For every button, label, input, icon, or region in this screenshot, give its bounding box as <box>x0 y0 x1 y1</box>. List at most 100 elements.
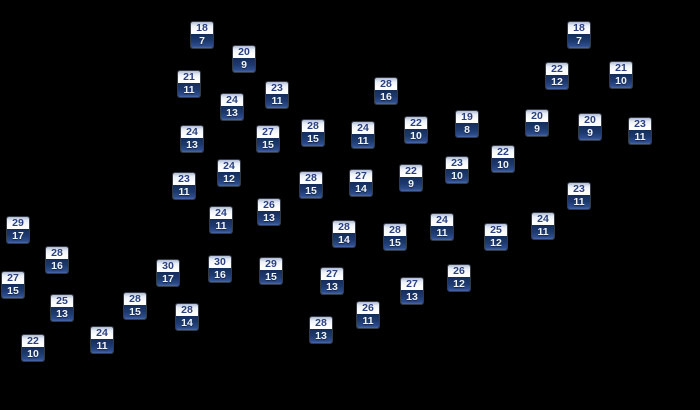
temp-badge[interactable]: 20 9 <box>233 46 255 72</box>
temp-badge[interactable]: 24 11 <box>532 213 554 239</box>
temp-badge[interactable]: 19 8 <box>456 111 478 137</box>
low-temp-value: 11 <box>210 219 232 233</box>
low-temp-value: 13 <box>181 138 203 152</box>
low-temp-value: 13 <box>258 211 280 225</box>
temp-badge[interactable]: 27 14 <box>350 170 372 196</box>
low-temp-value: 16 <box>375 90 397 104</box>
temp-badge[interactable]: 26 13 <box>258 199 280 225</box>
temp-badge[interactable]: 28 15 <box>384 224 406 250</box>
high-temp-value: 25 <box>51 295 73 307</box>
high-temp-value: 29 <box>7 217 29 229</box>
low-temp-value: 11 <box>266 94 288 108</box>
high-temp-value: 23 <box>266 82 288 94</box>
high-temp-value: 28 <box>124 293 146 305</box>
low-temp-value: 13 <box>51 307 73 321</box>
temp-badge[interactable]: 23 10 <box>446 157 468 183</box>
temp-badge[interactable]: 28 14 <box>176 304 198 330</box>
temp-badge[interactable]: 30 17 <box>157 260 179 286</box>
temp-badge[interactable]: 23 11 <box>173 173 195 199</box>
temp-badge[interactable]: 20 9 <box>579 114 601 140</box>
low-temp-value: 9 <box>526 122 548 136</box>
temp-badge[interactable]: 21 11 <box>178 71 200 97</box>
low-temp-value: 16 <box>209 268 231 282</box>
temp-badge[interactable]: 29 17 <box>7 217 29 243</box>
temp-badge[interactable]: 20 9 <box>526 110 548 136</box>
high-temp-value: 26 <box>357 302 379 314</box>
temp-badge[interactable]: 22 9 <box>400 165 422 191</box>
high-temp-value: 30 <box>157 260 179 272</box>
high-temp-value: 22 <box>492 146 514 158</box>
temp-badge[interactable]: 24 11 <box>352 122 374 148</box>
low-temp-value: 11 <box>568 195 590 209</box>
temp-badge[interactable]: 23 11 <box>568 183 590 209</box>
high-temp-value: 22 <box>22 335 44 347</box>
temp-badge[interactable]: 28 15 <box>302 120 324 146</box>
temp-badge[interactable]: 23 11 <box>266 82 288 108</box>
high-temp-value: 28 <box>46 247 68 259</box>
temp-badge[interactable]: 18 7 <box>191 22 213 48</box>
high-temp-value: 20 <box>233 46 255 58</box>
temp-badge[interactable]: 22 10 <box>405 117 427 143</box>
temp-badge[interactable]: 28 15 <box>300 172 322 198</box>
temp-badge[interactable]: 24 12 <box>218 160 240 186</box>
low-temp-value: 10 <box>446 169 468 183</box>
low-temp-value: 12 <box>485 236 507 250</box>
temp-badge[interactable]: 21 10 <box>610 62 632 88</box>
temp-badge[interactable]: 24 13 <box>221 94 243 120</box>
low-temp-value: 11 <box>173 185 195 199</box>
temp-badge[interactable]: 22 10 <box>22 335 44 361</box>
temp-badge[interactable]: 24 11 <box>431 214 453 240</box>
high-temp-value: 27 <box>257 126 279 138</box>
temp-badge[interactable]: 28 16 <box>46 247 68 273</box>
high-temp-value: 23 <box>446 157 468 169</box>
temp-badge[interactable]: 28 15 <box>124 293 146 319</box>
high-temp-value: 26 <box>258 199 280 211</box>
temp-badge[interactable]: 28 14 <box>333 221 355 247</box>
high-temp-value: 24 <box>210 207 232 219</box>
low-temp-value: 11 <box>91 339 113 353</box>
high-temp-value: 28 <box>300 172 322 184</box>
temp-badge[interactable]: 25 12 <box>485 224 507 250</box>
temp-badge[interactable]: 27 15 <box>2 272 24 298</box>
temp-badge[interactable]: 23 11 <box>629 118 651 144</box>
low-temp-value: 11 <box>352 134 374 148</box>
low-temp-value: 17 <box>157 272 179 286</box>
high-temp-value: 24 <box>532 213 554 225</box>
high-temp-value: 18 <box>191 22 213 34</box>
low-temp-value: 14 <box>350 182 372 196</box>
temp-badge[interactable]: 27 13 <box>321 268 343 294</box>
temp-badge[interactable]: 26 11 <box>357 302 379 328</box>
low-temp-value: 12 <box>218 172 240 186</box>
temp-badge[interactable]: 25 13 <box>51 295 73 321</box>
high-temp-value: 28 <box>333 221 355 233</box>
low-temp-value: 11 <box>629 130 651 144</box>
high-temp-value: 23 <box>629 118 651 130</box>
temp-badge[interactable]: 30 16 <box>209 256 231 282</box>
temp-badge[interactable]: 22 10 <box>492 146 514 172</box>
low-temp-value: 10 <box>22 347 44 361</box>
temp-badge[interactable]: 24 11 <box>91 327 113 353</box>
temp-badge[interactable]: 24 11 <box>210 207 232 233</box>
low-temp-value: 11 <box>431 226 453 240</box>
low-temp-value: 13 <box>401 290 423 304</box>
temp-badge[interactable]: 28 16 <box>375 78 397 104</box>
temp-badge[interactable]: 28 13 <box>310 317 332 343</box>
temp-badge[interactable]: 26 12 <box>448 265 470 291</box>
high-temp-value: 28 <box>384 224 406 236</box>
temp-badge[interactable]: 27 15 <box>257 126 279 152</box>
high-temp-value: 24 <box>221 94 243 106</box>
temp-badge[interactable]: 27 13 <box>401 278 423 304</box>
temp-badge[interactable]: 18 7 <box>568 22 590 48</box>
low-temp-value: 11 <box>532 225 554 239</box>
temp-badge[interactable]: 29 15 <box>260 258 282 284</box>
low-temp-value: 15 <box>384 236 406 250</box>
low-temp-value: 17 <box>7 229 29 243</box>
high-temp-value: 29 <box>260 258 282 270</box>
high-temp-value: 23 <box>568 183 590 195</box>
low-temp-value: 9 <box>400 177 422 191</box>
low-temp-value: 11 <box>178 83 200 97</box>
temp-badge[interactable]: 24 13 <box>181 126 203 152</box>
temp-badge[interactable]: 22 12 <box>546 63 568 89</box>
high-temp-value: 28 <box>176 304 198 316</box>
low-temp-value: 15 <box>124 305 146 319</box>
